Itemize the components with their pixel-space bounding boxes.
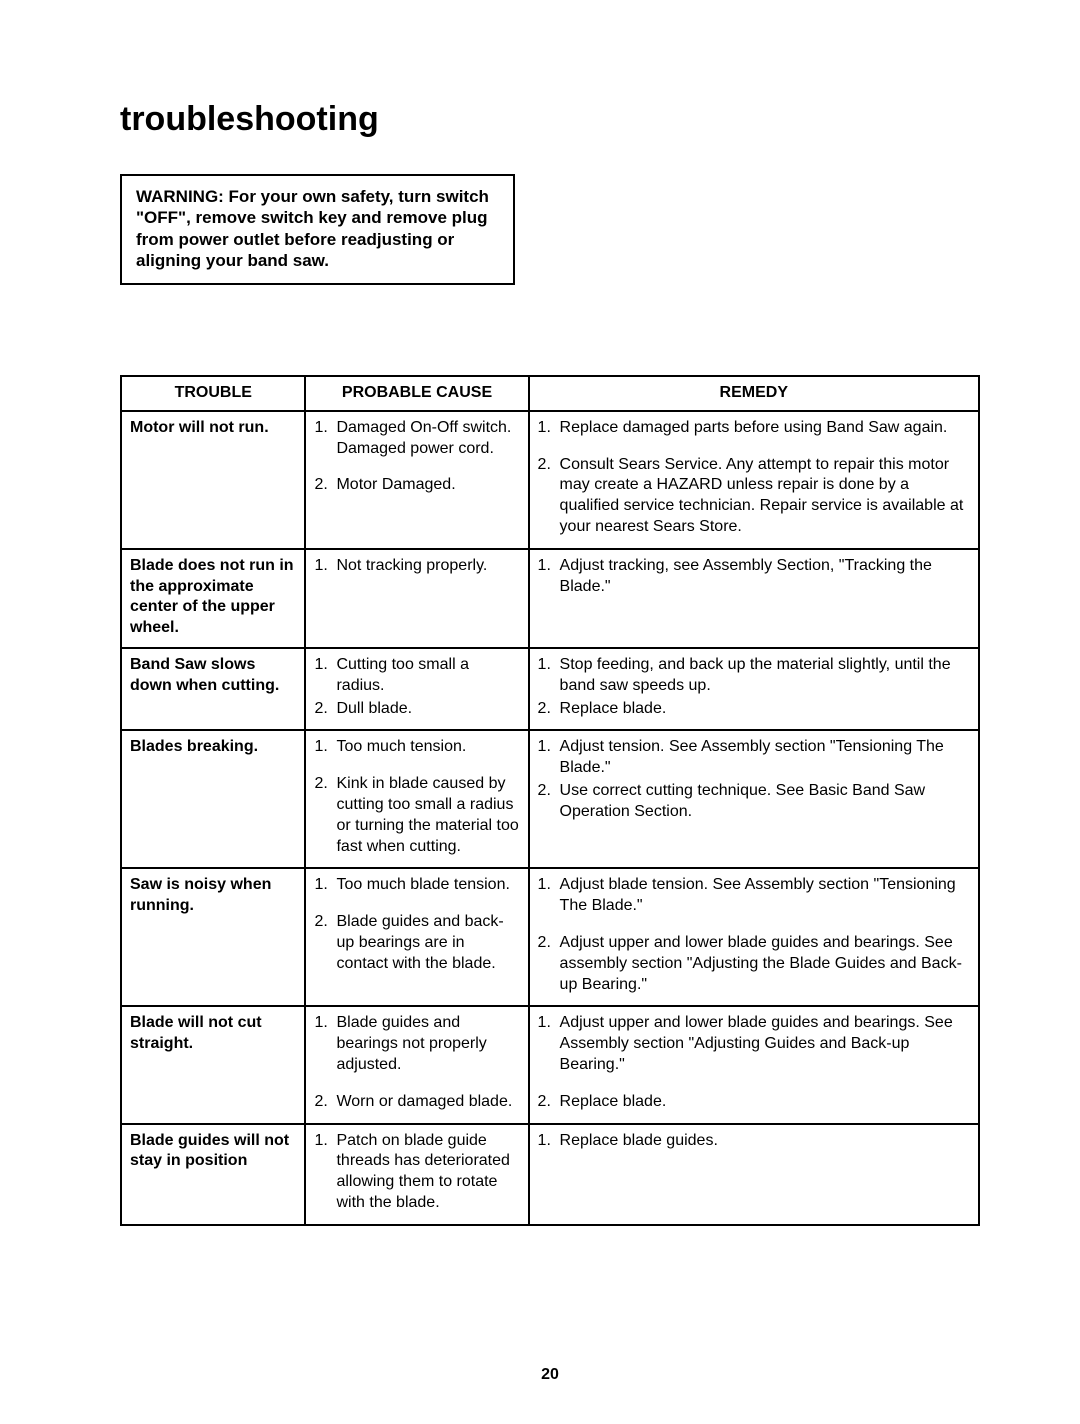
list-item: 1.Damaged On-Off switch. Damaged power c…: [314, 418, 519, 460]
remedy-cell: 1.Replace blade guides.: [529, 1124, 979, 1225]
table-row: Band Saw slows down when cutting.1.Cutti…: [121, 648, 979, 730]
remedy-cell: 1.Adjust tracking, see Assembly Section,…: [529, 549, 979, 648]
list-item: 1.Too much blade tension.: [314, 875, 519, 896]
table-row: Saw is noisy when running.1.Too much bla…: [121, 868, 979, 1006]
table-header-row: TROUBLE PROBABLE CAUSE REMEDY: [121, 376, 979, 411]
list-item: 1.Adjust upper and lower blade guides an…: [538, 1013, 970, 1075]
list-item: 1.Cutting too small a radius.: [314, 655, 519, 697]
list-item: 1.Stop feeding, and back up the material…: [538, 655, 970, 697]
list-item: 1.Adjust blade tension. See Assembly sec…: [538, 875, 970, 917]
remedy-cell: 1.Replace damaged parts before using Ban…: [529, 411, 979, 549]
remedy-cell: 1.Adjust blade tension. See Assembly sec…: [529, 868, 979, 1006]
trouble-cell: Blades breaking.: [121, 730, 305, 868]
list-item: 2.Dull blade.: [314, 699, 519, 720]
page-title: troubleshooting: [120, 100, 980, 139]
remedy-cell: 1.Stop feeding, and back up the material…: [529, 648, 979, 730]
list-item: 1.Replace blade guides.: [538, 1131, 970, 1152]
list-item: 2.Kink in blade caused by cutting too sm…: [314, 774, 519, 857]
table-row: Blade does not run in the approximate ce…: [121, 549, 979, 648]
cause-cell: 1.Too much tension. 2.Kink in blade cause…: [305, 730, 528, 868]
list-item: 2.Replace blade.: [538, 1092, 970, 1113]
list-item: 2.Use correct cutting technique. See Bas…: [538, 781, 970, 823]
cause-cell: 1.Cutting too small a radius.2.Dull blad…: [305, 648, 528, 730]
cause-cell: 1.Damaged On-Off switch. Damaged power c…: [305, 411, 528, 549]
cause-cell: 1.Patch on blade guide threads has deter…: [305, 1124, 528, 1225]
warning-box: WARNING: For your own safety, turn switc…: [120, 174, 515, 285]
cause-cell: 1.Too much blade tension. 2.Blade guides …: [305, 868, 528, 1006]
remedy-cell: 1.Adjust upper and lower blade guides an…: [529, 1006, 979, 1123]
table-row: Blade guides will not stay in position1.…: [121, 1124, 979, 1225]
cause-cell: 1.Blade guides and bearings not properly…: [305, 1006, 528, 1123]
list-item: 1.Replace damaged parts before using Ban…: [538, 418, 970, 439]
header-trouble: TROUBLE: [121, 376, 305, 411]
table-row: Blade will not cut straight.1.Blade guid…: [121, 1006, 979, 1123]
list-item: 1.Too much tension.: [314, 737, 519, 758]
trouble-cell: Blade will not cut straight.: [121, 1006, 305, 1123]
list-item: 2.Worn or damaged blade.: [314, 1092, 519, 1113]
list-item: 2.Adjust upper and lower blade guides an…: [538, 933, 970, 995]
trouble-cell: Band Saw slows down when cutting.: [121, 648, 305, 730]
list-item: 2.Consult Sears Service. Any attempt to …: [538, 455, 970, 538]
remedy-cell: 1.Adjust tension. See Assembly section "…: [529, 730, 979, 868]
header-cause: PROBABLE CAUSE: [305, 376, 528, 411]
list-item: 1.Not tracking properly.: [314, 556, 519, 577]
trouble-cell: Blade does not run in the approximate ce…: [121, 549, 305, 648]
list-item: 1.Patch on blade guide threads has deter…: [314, 1131, 519, 1214]
troubleshooting-table: TROUBLE PROBABLE CAUSE REMEDY Motor will…: [120, 375, 980, 1226]
trouble-cell: Saw is noisy when running.: [121, 868, 305, 1006]
table-row: Motor will not run.1.Damaged On-Off swit…: [121, 411, 979, 549]
list-item: 1.Adjust tension. See Assembly section "…: [538, 737, 970, 779]
table-row: Blades breaking. 1.Too much tension. 2.Kin…: [121, 730, 979, 868]
list-item: 2.Motor Damaged.: [314, 475, 519, 496]
header-remedy: REMEDY: [529, 376, 979, 411]
list-item: 1.Adjust tracking, see Assembly Section,…: [538, 556, 970, 598]
list-item: 2.Blade guides and back-up bearings are …: [314, 912, 519, 974]
list-item: 2.Replace blade.: [538, 699, 970, 720]
list-item: 1.Blade guides and bearings not properly…: [314, 1013, 519, 1075]
trouble-cell: Blade guides will not stay in position: [121, 1124, 305, 1225]
cause-cell: 1.Not tracking properly.: [305, 549, 528, 648]
trouble-cell: Motor will not run.: [121, 411, 305, 549]
